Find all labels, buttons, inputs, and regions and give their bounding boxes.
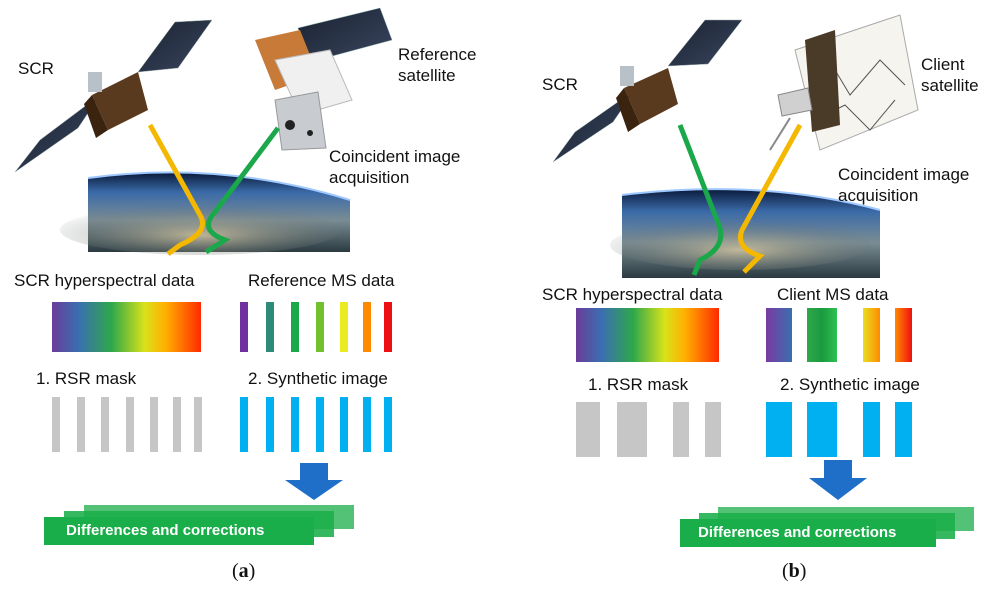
result-label-b: Differences and corrections xyxy=(698,524,897,541)
reference-satellite-icon xyxy=(255,7,393,151)
synthetic-label-b: 2. Synthetic image xyxy=(780,375,920,394)
result-label-a: Differences and corrections xyxy=(66,522,265,539)
synthetic-bar xyxy=(316,397,324,452)
synthetic-bar xyxy=(266,397,274,452)
ms-band-b xyxy=(863,308,880,362)
ms-band-a xyxy=(266,302,274,352)
satellite-label-a: Reference satellite xyxy=(398,45,477,85)
ms-label-b: Client MS data xyxy=(777,285,889,304)
acquisition-rays-b xyxy=(677,123,803,276)
rsr-bar xyxy=(150,397,158,452)
rsr-bar xyxy=(673,402,689,457)
acquisition-rays-a xyxy=(147,123,280,256)
ms-band-b xyxy=(766,308,792,362)
rsr-label-b: 1. RSR mask xyxy=(588,375,689,394)
rsr-bar xyxy=(101,397,109,452)
ms-band-b xyxy=(807,308,837,362)
ribbon-front-layer xyxy=(44,517,314,545)
ms-band-a xyxy=(384,302,392,352)
synthetic-bar xyxy=(384,397,392,452)
rsr-bar xyxy=(576,402,600,457)
caption-a: (a) xyxy=(232,560,256,582)
scr-satellite-icon-b xyxy=(552,19,743,163)
scr-satellite-icon-a xyxy=(14,19,213,173)
rsr-bar xyxy=(194,397,202,452)
synthetic-bar xyxy=(363,397,371,452)
rsr-bar xyxy=(705,402,721,457)
synthetic-bar xyxy=(807,402,837,457)
ms-band-a xyxy=(291,302,299,352)
synthetic-bar xyxy=(766,402,792,457)
down-arrow-icon-b xyxy=(809,460,867,500)
scr-label-b: SCR xyxy=(542,75,578,94)
ms-band-a xyxy=(340,302,348,352)
synthetic-bar xyxy=(340,397,348,452)
scr-label-a: SCR xyxy=(18,59,54,78)
rsr-bar xyxy=(173,397,181,452)
caption-b: (b) xyxy=(782,560,807,582)
rsr-bar xyxy=(77,397,85,452)
ms-band-b xyxy=(895,308,912,362)
rsr-label-a: 1. RSR mask xyxy=(36,369,137,388)
rsr-bar xyxy=(126,397,134,452)
ms-band-a xyxy=(240,302,248,352)
acquisition-label-b: Coincident image acquisition xyxy=(838,165,970,205)
synthetic-label-a: 2. Synthetic image xyxy=(248,369,388,388)
hyperspectral-gradient-b xyxy=(576,308,719,362)
hyperspectral-gradient-a xyxy=(52,302,201,352)
ms-band-a xyxy=(363,302,371,352)
down-arrow-icon-a xyxy=(285,463,343,500)
synthetic-bar xyxy=(240,397,248,452)
synthetic-bar xyxy=(895,402,912,457)
satellite-label-b: Client satellite xyxy=(921,55,979,95)
client-satellite-icon xyxy=(769,14,919,151)
rsr-bar xyxy=(617,402,647,457)
hyperspectral-label-b: SCR hyperspectral data xyxy=(542,285,723,304)
ms-label-a: Reference MS data xyxy=(248,271,395,290)
hyperspectral-label-a: SCR hyperspectral data xyxy=(14,271,195,290)
rsr-bar xyxy=(52,397,60,452)
synthetic-bar xyxy=(863,402,880,457)
ribbon-front-layer xyxy=(680,519,936,547)
earth-image-a xyxy=(60,171,351,255)
synthetic-bar xyxy=(291,397,299,452)
acquisition-label-a: Coincident image acquisition xyxy=(329,147,461,187)
ms-band-a xyxy=(316,302,324,352)
